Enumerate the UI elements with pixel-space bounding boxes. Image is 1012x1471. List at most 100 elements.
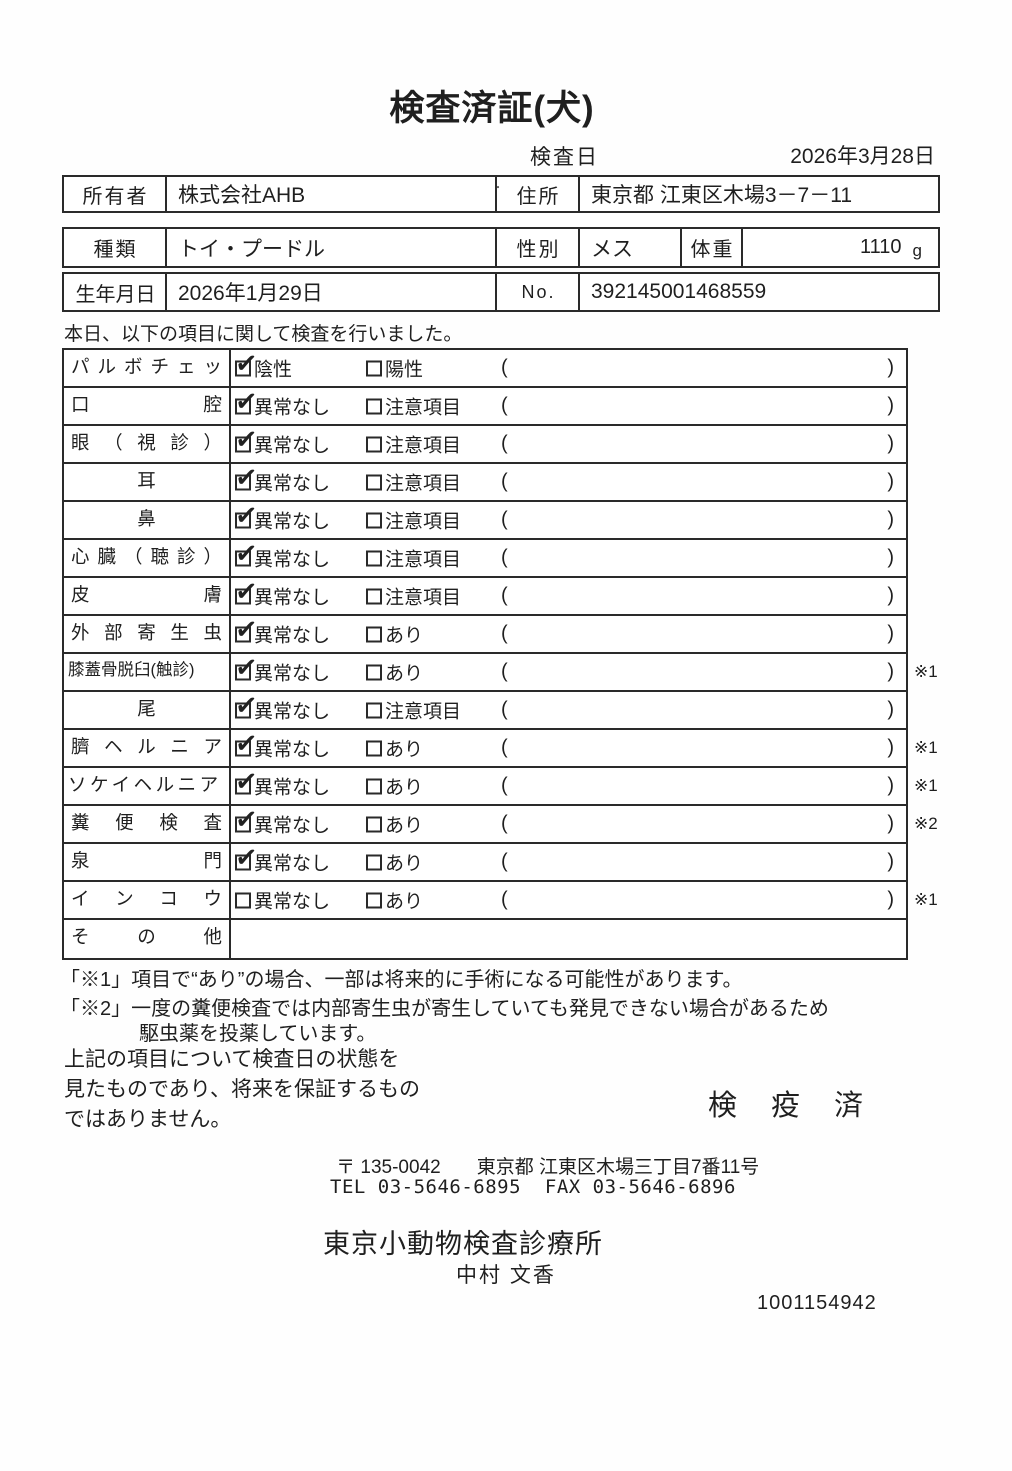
checkbox-normal	[235, 664, 251, 680]
paren-open: (	[501, 508, 508, 531]
option-label: 注意項目	[385, 397, 462, 419]
paren-close: )	[887, 698, 894, 721]
footnote-2: 「※2」一度の糞便検査では内部寄生虫が寄生していても発見できない場合があるため	[60, 998, 829, 1020]
row-content: 異常なし あり ( )	[231, 844, 906, 880]
table-row-external-parasites: 外 部 寄 生 虫 異常なし あり ( )	[64, 616, 906, 654]
paren-open: (	[501, 546, 508, 569]
row-label: 泉 門	[64, 844, 231, 880]
paren-open: (	[501, 698, 508, 721]
footnote-1: 「※1」項目で“あり”の場合、一部は将来的に手術になる可能性があります。	[60, 969, 743, 991]
option-1: 異常なし	[235, 393, 330, 420]
paren-close: )	[887, 774, 894, 797]
registration-no-label: No.	[497, 274, 580, 310]
row-label: 鼻	[64, 502, 231, 538]
paren-open: (	[501, 432, 508, 455]
row-content: 異常なし あり ( )	[231, 654, 906, 690]
checkbox-normal	[235, 512, 251, 528]
tel-fax-line: TEL 03-5646-6895 FAX 03-5646-6896	[330, 1176, 736, 1198]
scan-speck: ・	[493, 183, 503, 194]
option-label: 異常なし	[254, 853, 331, 875]
checkbox-positive	[366, 360, 382, 376]
option-label: あり	[385, 891, 424, 913]
option-label: 注意項目	[385, 435, 462, 457]
owner-value: 株式会社AHB ・	[167, 177, 503, 211]
clinic-name: 東京小動物検査診療所	[323, 1229, 603, 1259]
birthdate-label: 生年月日	[64, 274, 167, 310]
row-content: 異常なし 注意項目 ( )	[231, 464, 906, 500]
checkbox-normal	[235, 588, 251, 604]
option-label: 注意項目	[385, 701, 462, 723]
weight-unit: g	[912, 240, 922, 260]
option-label: 異常なし	[254, 549, 331, 571]
row-content: 異常なし あり ( )	[231, 806, 906, 842]
row-content: 異常なし 注意項目 ( )	[231, 578, 906, 614]
row-note: ※1	[914, 738, 938, 757]
option-label: 注意項目	[385, 511, 462, 533]
footnote-2-continuation: 駆虫薬を投薬しています。	[139, 1023, 377, 1045]
option-2: 注意項目	[366, 469, 461, 496]
checkbox-normal	[235, 702, 251, 718]
paren-open: (	[501, 356, 508, 379]
checkbox-present	[366, 626, 382, 642]
option-1: 異常なし	[235, 545, 330, 572]
birth-number-box: 生年月日 2026年1月29日 No. 392145001468559	[62, 272, 940, 312]
option-2: あり	[366, 773, 423, 800]
option-1: 異常なし	[235, 773, 330, 800]
option-2: 注意項目	[366, 431, 461, 458]
option-label: 陰性	[254, 359, 293, 381]
table-row-fontanelle: 泉 門 異常なし あり ( )	[64, 844, 906, 882]
row-note: ※1	[914, 890, 938, 909]
option-label: 注意項目	[385, 587, 462, 609]
row-content	[231, 920, 906, 958]
registration-no-value: 392145001468559	[591, 280, 767, 303]
row-content: 異常なし あり ( )	[231, 768, 906, 804]
sex-label: 性別	[497, 229, 580, 266]
checkbox-present	[366, 892, 382, 908]
paren-close: )	[887, 660, 894, 683]
option-label: 陽性	[385, 359, 424, 381]
row-label: 糞 便 検 査	[64, 806, 231, 842]
owner-address-box: 所有者 株式会社AHB ・ 住所 東京都 江東区木場3－7－11	[62, 175, 940, 213]
row-label: ソケイヘルニア	[64, 768, 231, 804]
paren-close: )	[887, 736, 894, 759]
option-2: あり	[366, 621, 423, 648]
row-label: そ の 他	[64, 920, 231, 958]
checkbox-negative	[235, 360, 251, 376]
table-row-oral: 口 腔 異常なし 注意項目 ( )	[64, 388, 906, 426]
sex-value: メス	[580, 229, 682, 266]
checkbox-normal	[235, 892, 251, 908]
checkbox-normal	[235, 816, 251, 832]
row-label: 臍 ヘ ル ニ ア	[64, 730, 231, 766]
table-row-parvo: パ ル ボ チ ェ ッ ク 陰性 陽性 ( )	[64, 350, 906, 388]
checkbox-caution	[366, 512, 382, 528]
table-row-heart: 心 臓 （ 聴 診 ） 異常なし 注意項目 ( )	[64, 540, 906, 578]
breed-value: トイ・プードル	[167, 229, 497, 266]
row-content: 異常なし 注意項目 ( )	[231, 692, 906, 728]
checkbox-present	[366, 816, 382, 832]
row-content: 異常なし あり ( )	[231, 882, 906, 918]
checkbox-caution	[366, 436, 382, 452]
paren-open: (	[501, 888, 508, 911]
checkbox-normal	[235, 740, 251, 756]
quarantine-stamp: 検 疫 済	[708, 1090, 877, 1122]
option-2: あり	[366, 811, 423, 838]
option-2: 注意項目	[366, 583, 461, 610]
paren-open: (	[501, 850, 508, 873]
exam-date-label: 検査日	[530, 146, 599, 169]
paren-close: )	[887, 850, 894, 873]
paren-close: )	[887, 394, 894, 417]
row-label: 皮 膚	[64, 578, 231, 614]
checkbox-caution	[366, 702, 382, 718]
row-label: 耳	[64, 464, 231, 500]
document-title: 検査済証(犬)	[389, 89, 595, 128]
option-1: 異常なし	[235, 887, 330, 914]
option-1: 異常なし	[235, 431, 330, 458]
paren-close: )	[887, 622, 894, 645]
table-row-nose: 鼻 異常なし 注意項目 ( )	[64, 502, 906, 540]
table-row-tail: 尾 異常なし 注意項目 ( )	[64, 692, 906, 730]
option-label: あり	[385, 625, 424, 647]
clinic-address-line: 〒 135-0042 東京都 江東区木場三丁目7番11号	[315, 1130, 759, 1201]
row-label: 外 部 寄 生 虫	[64, 616, 231, 652]
row-content: 陰性 陽性 ( )	[231, 350, 906, 386]
